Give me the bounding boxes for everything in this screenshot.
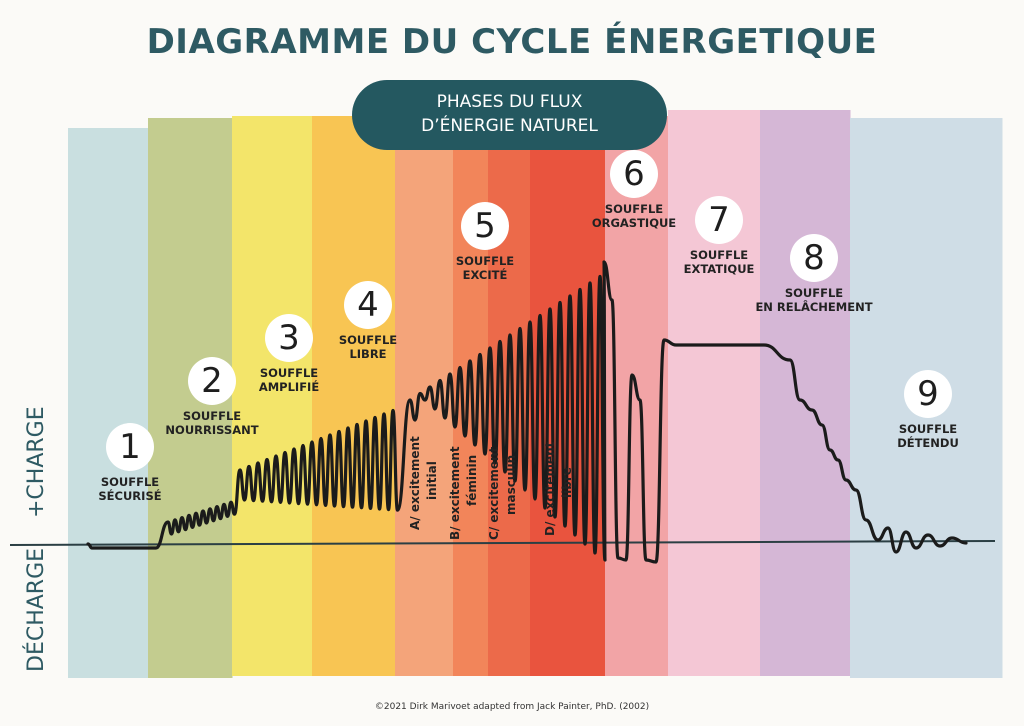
energy-curve (86, 260, 968, 564)
badge-line-1: PHASES DU FLUX (436, 92, 583, 112)
phase-label: SOUFFLE LIBRE (338, 333, 398, 361)
phase-band (312, 116, 396, 676)
phase-band (232, 116, 313, 676)
phase-label: SOUFFLE AMPLIFIÉ (258, 366, 320, 394)
excitement-c-line1: C/ excitement (487, 446, 501, 540)
phase-band (395, 116, 413, 676)
phase-5: 5 SOUFFLE EXCITÉ (440, 202, 530, 282)
phase-9: 9 SOUFFLE DÉTENDU (882, 370, 974, 450)
excitement-a-line1: A/ excitement (408, 436, 422, 530)
phase-number: 1 (106, 423, 154, 471)
badge-line-2: D’ÉNERGIE NATUREL (421, 116, 598, 136)
phase-number: 4 (344, 281, 392, 329)
phase-6: 6 SOUFFLE ORGASTIQUE (588, 150, 680, 230)
phase-label: SOUFFLE EXCITÉ (455, 254, 515, 282)
credit-footer: ©2021 Dirk Marivoet adapted from Jack Pa… (374, 702, 650, 712)
phase-4: 4 SOUFFLE LIBRE (323, 281, 413, 361)
phase-3: 3 SOUFFLE AMPLIFIÉ (244, 314, 334, 394)
decharge-axis-label: DÉCHARGE (24, 547, 49, 672)
excitement-d-line2: libre (560, 467, 574, 498)
phase-number: 6 (610, 150, 658, 198)
phase-number: 2 (188, 357, 236, 405)
phase-band (760, 110, 851, 676)
excitement-a-line2: initial (425, 461, 439, 500)
phase-label: SOUFFLE EN RELÂCHEMENT (755, 286, 873, 314)
phase-7: 7 SOUFFLE EXTATIQUE (673, 196, 765, 276)
excitement-c-line2: masculin (504, 455, 518, 515)
phase-label: SOUFFLE ORGASTIQUE (591, 202, 677, 230)
diagram-title: DIAGRAMME DU CYCLE ÉNERGETIQUE (146, 22, 878, 62)
baseline (9, 540, 996, 546)
phase-label: SOUFFLE SÉCURISÉ (98, 475, 162, 503)
charge-axis-label: +CHARGE (24, 406, 49, 518)
phase-1: 1 SOUFFLE SÉCURISÉ (85, 423, 175, 503)
phase-number: 3 (265, 314, 313, 362)
phase-label: SOUFFLE NOURRISSANT (165, 409, 259, 437)
phase-number: 9 (904, 370, 952, 418)
phase-number: 8 (790, 234, 838, 282)
phase-2: 2 SOUFFLE NOURRISSANT (162, 357, 262, 437)
excitement-b-line1: B/ excitement (448, 446, 462, 540)
phases-badge: PHASES DU FLUX D’ÉNERGIE NATUREL (352, 80, 667, 150)
phase-number: 5 (461, 202, 509, 250)
phase-number: 7 (695, 196, 743, 244)
phase-8: 8 SOUFFLE EN RELÂCHEMENT (754, 234, 874, 314)
phase-label: SOUFFLE DÉTENDU (897, 422, 959, 450)
excitement-d-line1: D/ excitement (543, 441, 557, 536)
phase-label: SOUFFLE EXTATIQUE (683, 248, 755, 276)
excitement-b-line2: féminin (465, 455, 479, 506)
phase-band (68, 128, 149, 678)
